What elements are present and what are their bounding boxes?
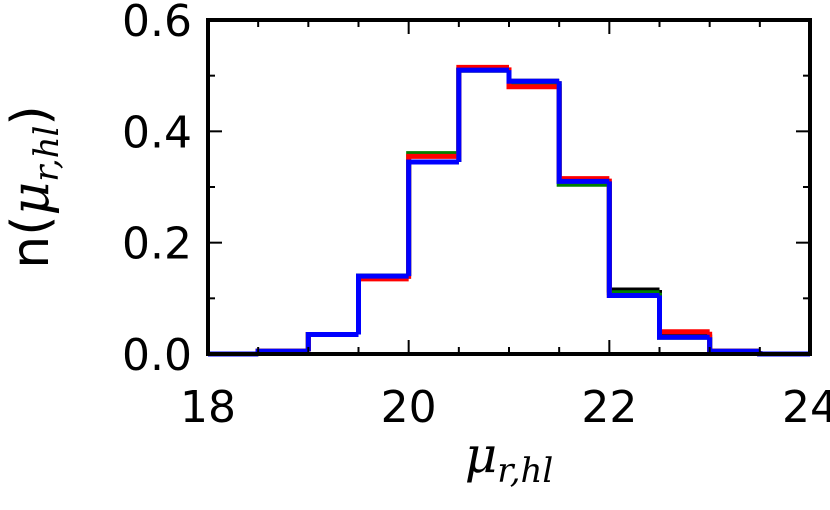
y-tick-label: 0.0 <box>122 330 192 381</box>
hist-step <box>456 67 509 154</box>
hist-step <box>657 295 710 335</box>
hist-step <box>356 273 409 335</box>
hist-step <box>606 178 660 299</box>
hist-step <box>406 151 459 277</box>
hist-step <box>556 86 610 182</box>
hist-step <box>657 295 710 340</box>
hist-step <box>506 70 560 84</box>
hist-step <box>556 84 610 187</box>
y-axis-label: n(μr,hl) <box>1 105 67 268</box>
x-tick-label: 22 <box>581 382 637 433</box>
hist-step <box>657 289 710 338</box>
hist-step <box>606 184 660 296</box>
y-tick-label: 0.4 <box>122 107 192 158</box>
hist-step <box>406 153 459 279</box>
y-label-subscript: r,hl <box>27 126 67 182</box>
x-tick-label: 24 <box>782 382 830 433</box>
hist-step <box>356 273 409 335</box>
x-tick-label: 20 <box>381 382 437 433</box>
hist-step <box>305 332 359 352</box>
hist-step <box>305 332 359 352</box>
hist-step <box>707 337 760 354</box>
y-tick-label: 0.6 <box>122 0 192 47</box>
x-tick-label: 18 <box>180 382 236 433</box>
y-label-prefix: n( <box>1 215 61 268</box>
hist-step <box>707 334 760 354</box>
y-label-suffix: ) <box>1 105 61 125</box>
hist-step <box>305 332 359 352</box>
x-label-symbol: μ <box>465 426 498 484</box>
hist-step <box>456 67 509 162</box>
hist-step <box>456 67 509 162</box>
hist-step <box>305 332 359 352</box>
hist-step <box>406 159 459 277</box>
y-tick-label: 0.2 <box>122 219 192 270</box>
x-label-subscript: r,hl <box>497 451 553 491</box>
hist-step <box>707 331 760 354</box>
hist-step <box>406 159 459 277</box>
hist-step <box>356 273 409 335</box>
hist-step <box>606 181 660 299</box>
x-axis-label: μr,hl <box>465 426 554 491</box>
axes-frame <box>206 18 812 356</box>
y-label-symbol: μ <box>1 182 61 216</box>
hist-step <box>456 64 509 157</box>
hist-step <box>606 181 660 293</box>
hist-step <box>356 276 409 335</box>
hist-step <box>556 81 610 184</box>
plot-area <box>208 64 810 357</box>
hist-step <box>556 81 610 184</box>
